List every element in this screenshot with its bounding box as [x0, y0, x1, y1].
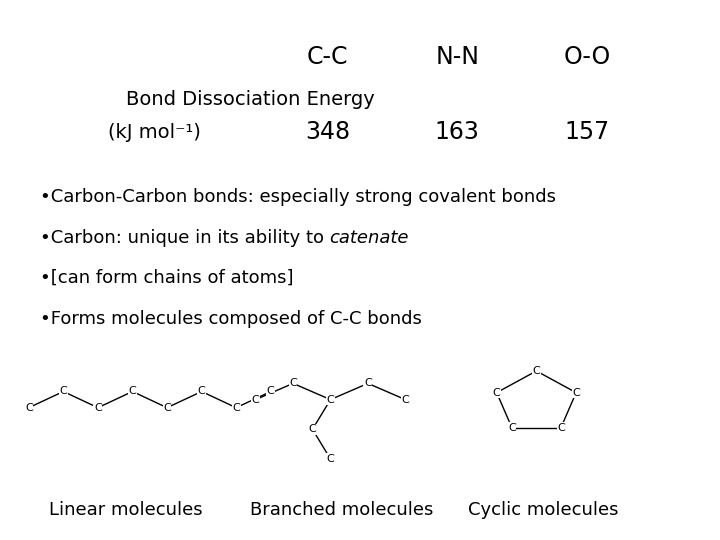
Text: C: C — [309, 424, 316, 434]
Text: 163: 163 — [435, 120, 480, 144]
Text: 348: 348 — [305, 120, 350, 144]
Text: C: C — [402, 395, 409, 404]
Text: C: C — [252, 395, 259, 404]
Text: C: C — [364, 379, 372, 388]
Text: •Carbon: unique in its ability to: •Carbon: unique in its ability to — [40, 228, 329, 247]
Text: N-N: N-N — [435, 45, 480, 69]
Text: O-O: O-O — [563, 45, 611, 69]
Text: •Carbon-Carbon bonds: especially strong covalent bonds: •Carbon-Carbon bonds: especially strong … — [40, 188, 556, 206]
Text: C: C — [163, 403, 171, 413]
Text: C: C — [533, 366, 540, 376]
Text: C: C — [327, 395, 334, 404]
Text: Branched molecules: Branched molecules — [251, 501, 433, 519]
Text: C: C — [60, 387, 67, 396]
Text: C: C — [233, 403, 240, 413]
Text: (kJ mol⁻¹): (kJ mol⁻¹) — [109, 123, 201, 142]
Text: C: C — [198, 387, 205, 396]
Text: C: C — [94, 403, 102, 413]
Text: Bond Dissociation Energy: Bond Dissociation Energy — [126, 90, 374, 110]
Text: C: C — [492, 388, 500, 397]
Text: C: C — [25, 403, 32, 413]
Text: C: C — [327, 454, 334, 464]
Text: C: C — [557, 423, 564, 433]
Text: C: C — [572, 388, 580, 397]
Text: Cyclic molecules: Cyclic molecules — [468, 501, 619, 519]
Text: •[can form chains of atoms]: •[can form chains of atoms] — [40, 269, 293, 287]
Text: C-C: C-C — [307, 45, 348, 69]
Text: C: C — [129, 387, 136, 396]
Text: 157: 157 — [564, 120, 609, 144]
Text: •Forms molecules composed of C-C bonds: •Forms molecules composed of C-C bonds — [40, 309, 421, 328]
Text: C: C — [267, 387, 274, 396]
Text: C: C — [289, 379, 297, 388]
Text: catenate: catenate — [329, 228, 409, 247]
Text: Linear molecules: Linear molecules — [49, 501, 203, 519]
Text: C: C — [508, 423, 516, 433]
